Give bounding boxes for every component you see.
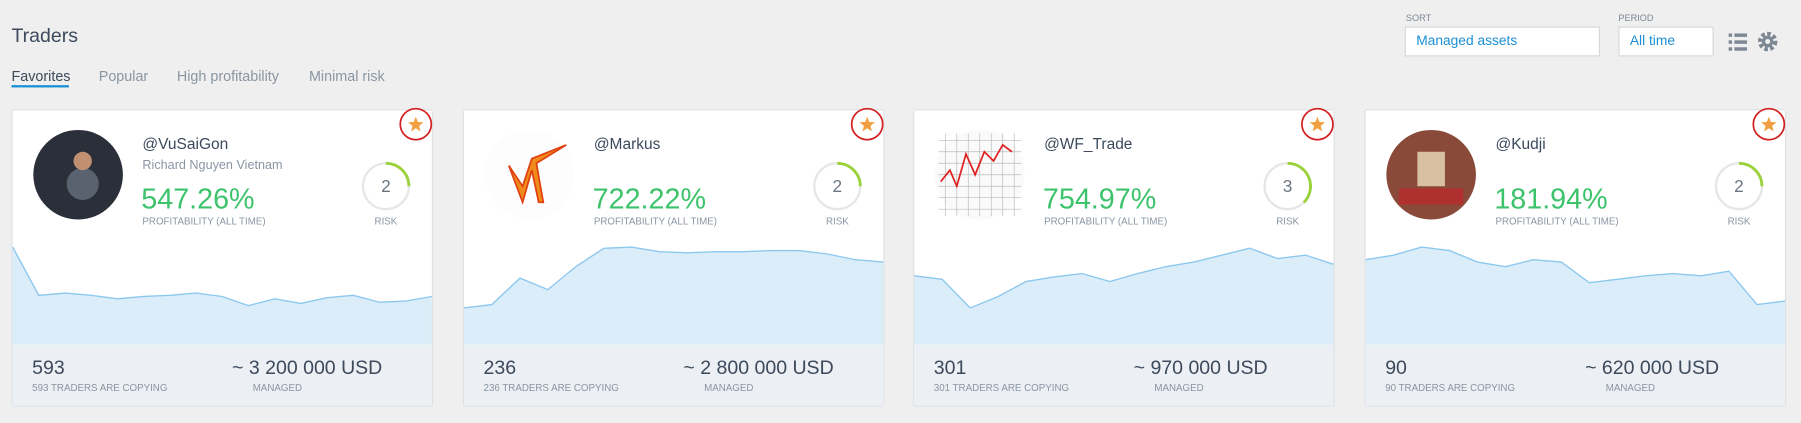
risk-arc bbox=[385, 161, 411, 187]
trader-handle[interactable]: @Kudji bbox=[1495, 136, 1545, 153]
chart-line bbox=[1365, 246, 1786, 306]
risk-label: RISK bbox=[1276, 216, 1299, 227]
copiers-count: 90 bbox=[1385, 357, 1407, 379]
chart-area bbox=[1365, 247, 1785, 345]
active-tab-underline bbox=[11, 85, 69, 88]
profitability-label: PROFITABILITY (ALL TIME) bbox=[1044, 216, 1167, 227]
period-label: PERIOD bbox=[1618, 13, 1654, 23]
profitability-label: PROFITABILITY (ALL TIME) bbox=[594, 216, 717, 227]
managed-label: MANAGED bbox=[1154, 383, 1203, 394]
list-icon[interactable] bbox=[1728, 33, 1748, 51]
copiers-label: 301 TRADERS ARE COPYING bbox=[934, 383, 1069, 394]
favorite-star[interactable] bbox=[408, 116, 424, 132]
copiers-count: 301 bbox=[934, 357, 967, 379]
tab[interactable]: High profitability bbox=[177, 69, 280, 85]
profitability-label: PROFITABILITY (ALL TIME) bbox=[1495, 216, 1618, 227]
copiers-label: 236 TRADERS ARE COPYING bbox=[484, 383, 619, 394]
managed-amount: ~ 3 200 000 USD bbox=[232, 357, 382, 379]
copiers-label: 90 TRADERS ARE COPYING bbox=[1385, 383, 1515, 394]
card-footer bbox=[914, 344, 1334, 406]
card-footer bbox=[1365, 344, 1785, 406]
favorite-star[interactable] bbox=[1309, 116, 1326, 132]
avatar-detail bbox=[66, 167, 99, 201]
trader-handle[interactable]: @Markus bbox=[594, 136, 661, 153]
avatar-logo bbox=[508, 144, 567, 206]
chart-area bbox=[12, 247, 432, 345]
trader-handle[interactable]: @VuSaiGon bbox=[142, 136, 228, 153]
managed-amount: ~ 620 000 USD bbox=[1585, 357, 1719, 379]
chart-line bbox=[12, 246, 432, 307]
risk-value: 2 bbox=[1734, 176, 1744, 196]
favorite-star[interactable] bbox=[859, 116, 875, 132]
sort-label: SORT bbox=[1406, 13, 1432, 23]
managed-amount: ~ 970 000 USD bbox=[1134, 357, 1268, 379]
risk-value: 2 bbox=[833, 176, 843, 196]
card-footer bbox=[12, 344, 432, 406]
tab[interactable]: Minimal risk bbox=[309, 69, 386, 85]
risk-label: RISK bbox=[826, 216, 849, 227]
copiers-label: 593 TRADERS ARE COPYING bbox=[32, 383, 167, 394]
avatar-detail bbox=[73, 151, 92, 171]
page-title: Traders bbox=[11, 25, 78, 47]
chart-area bbox=[464, 247, 884, 345]
risk-value: 2 bbox=[381, 176, 391, 196]
tab[interactable]: Popular bbox=[99, 69, 149, 85]
risk-arc bbox=[1738, 161, 1764, 187]
sort-value[interactable]: Managed assets bbox=[1416, 33, 1517, 48]
period-value[interactable]: All time bbox=[1630, 33, 1675, 48]
profitability: 181.94% bbox=[1494, 184, 1607, 216]
card-footer bbox=[464, 344, 884, 406]
managed-label: MANAGED bbox=[253, 383, 302, 394]
avatar-detail bbox=[1398, 188, 1464, 205]
avatar-detail bbox=[1417, 151, 1445, 187]
chart-line bbox=[914, 247, 1334, 309]
profitability-label: PROFITABILITY (ALL TIME) bbox=[142, 216, 265, 227]
profitability: 547.26% bbox=[141, 184, 254, 216]
chart-area bbox=[914, 248, 1334, 345]
risk-arc bbox=[837, 161, 862, 187]
managed-label: MANAGED bbox=[704, 383, 753, 394]
avatar-line bbox=[940, 143, 1013, 189]
profitability: 754.97% bbox=[1043, 184, 1156, 216]
managed-amount: ~ 2 800 000 USD bbox=[683, 357, 833, 379]
tab[interactable]: Favorites bbox=[11, 69, 70, 85]
trader-handle[interactable]: @WF_Trade bbox=[1044, 136, 1132, 153]
risk-label: RISK bbox=[375, 216, 398, 227]
profitability: 722.22% bbox=[593, 184, 706, 216]
copiers-count: 236 bbox=[484, 357, 517, 379]
trader-name: Richard Nguyen Vietnam bbox=[142, 158, 282, 172]
risk-label: RISK bbox=[1728, 216, 1751, 227]
favorite-star[interactable] bbox=[1761, 116, 1777, 132]
chart-line bbox=[463, 246, 884, 309]
managed-label: MANAGED bbox=[1606, 383, 1655, 394]
period-select[interactable] bbox=[1618, 26, 1714, 57]
risk-value: 3 bbox=[1283, 176, 1293, 196]
settings-icon[interactable] bbox=[1757, 31, 1778, 52]
sort-select[interactable] bbox=[1404, 26, 1600, 57]
copiers-count: 593 bbox=[32, 357, 65, 379]
risk-arc bbox=[1287, 161, 1312, 204]
